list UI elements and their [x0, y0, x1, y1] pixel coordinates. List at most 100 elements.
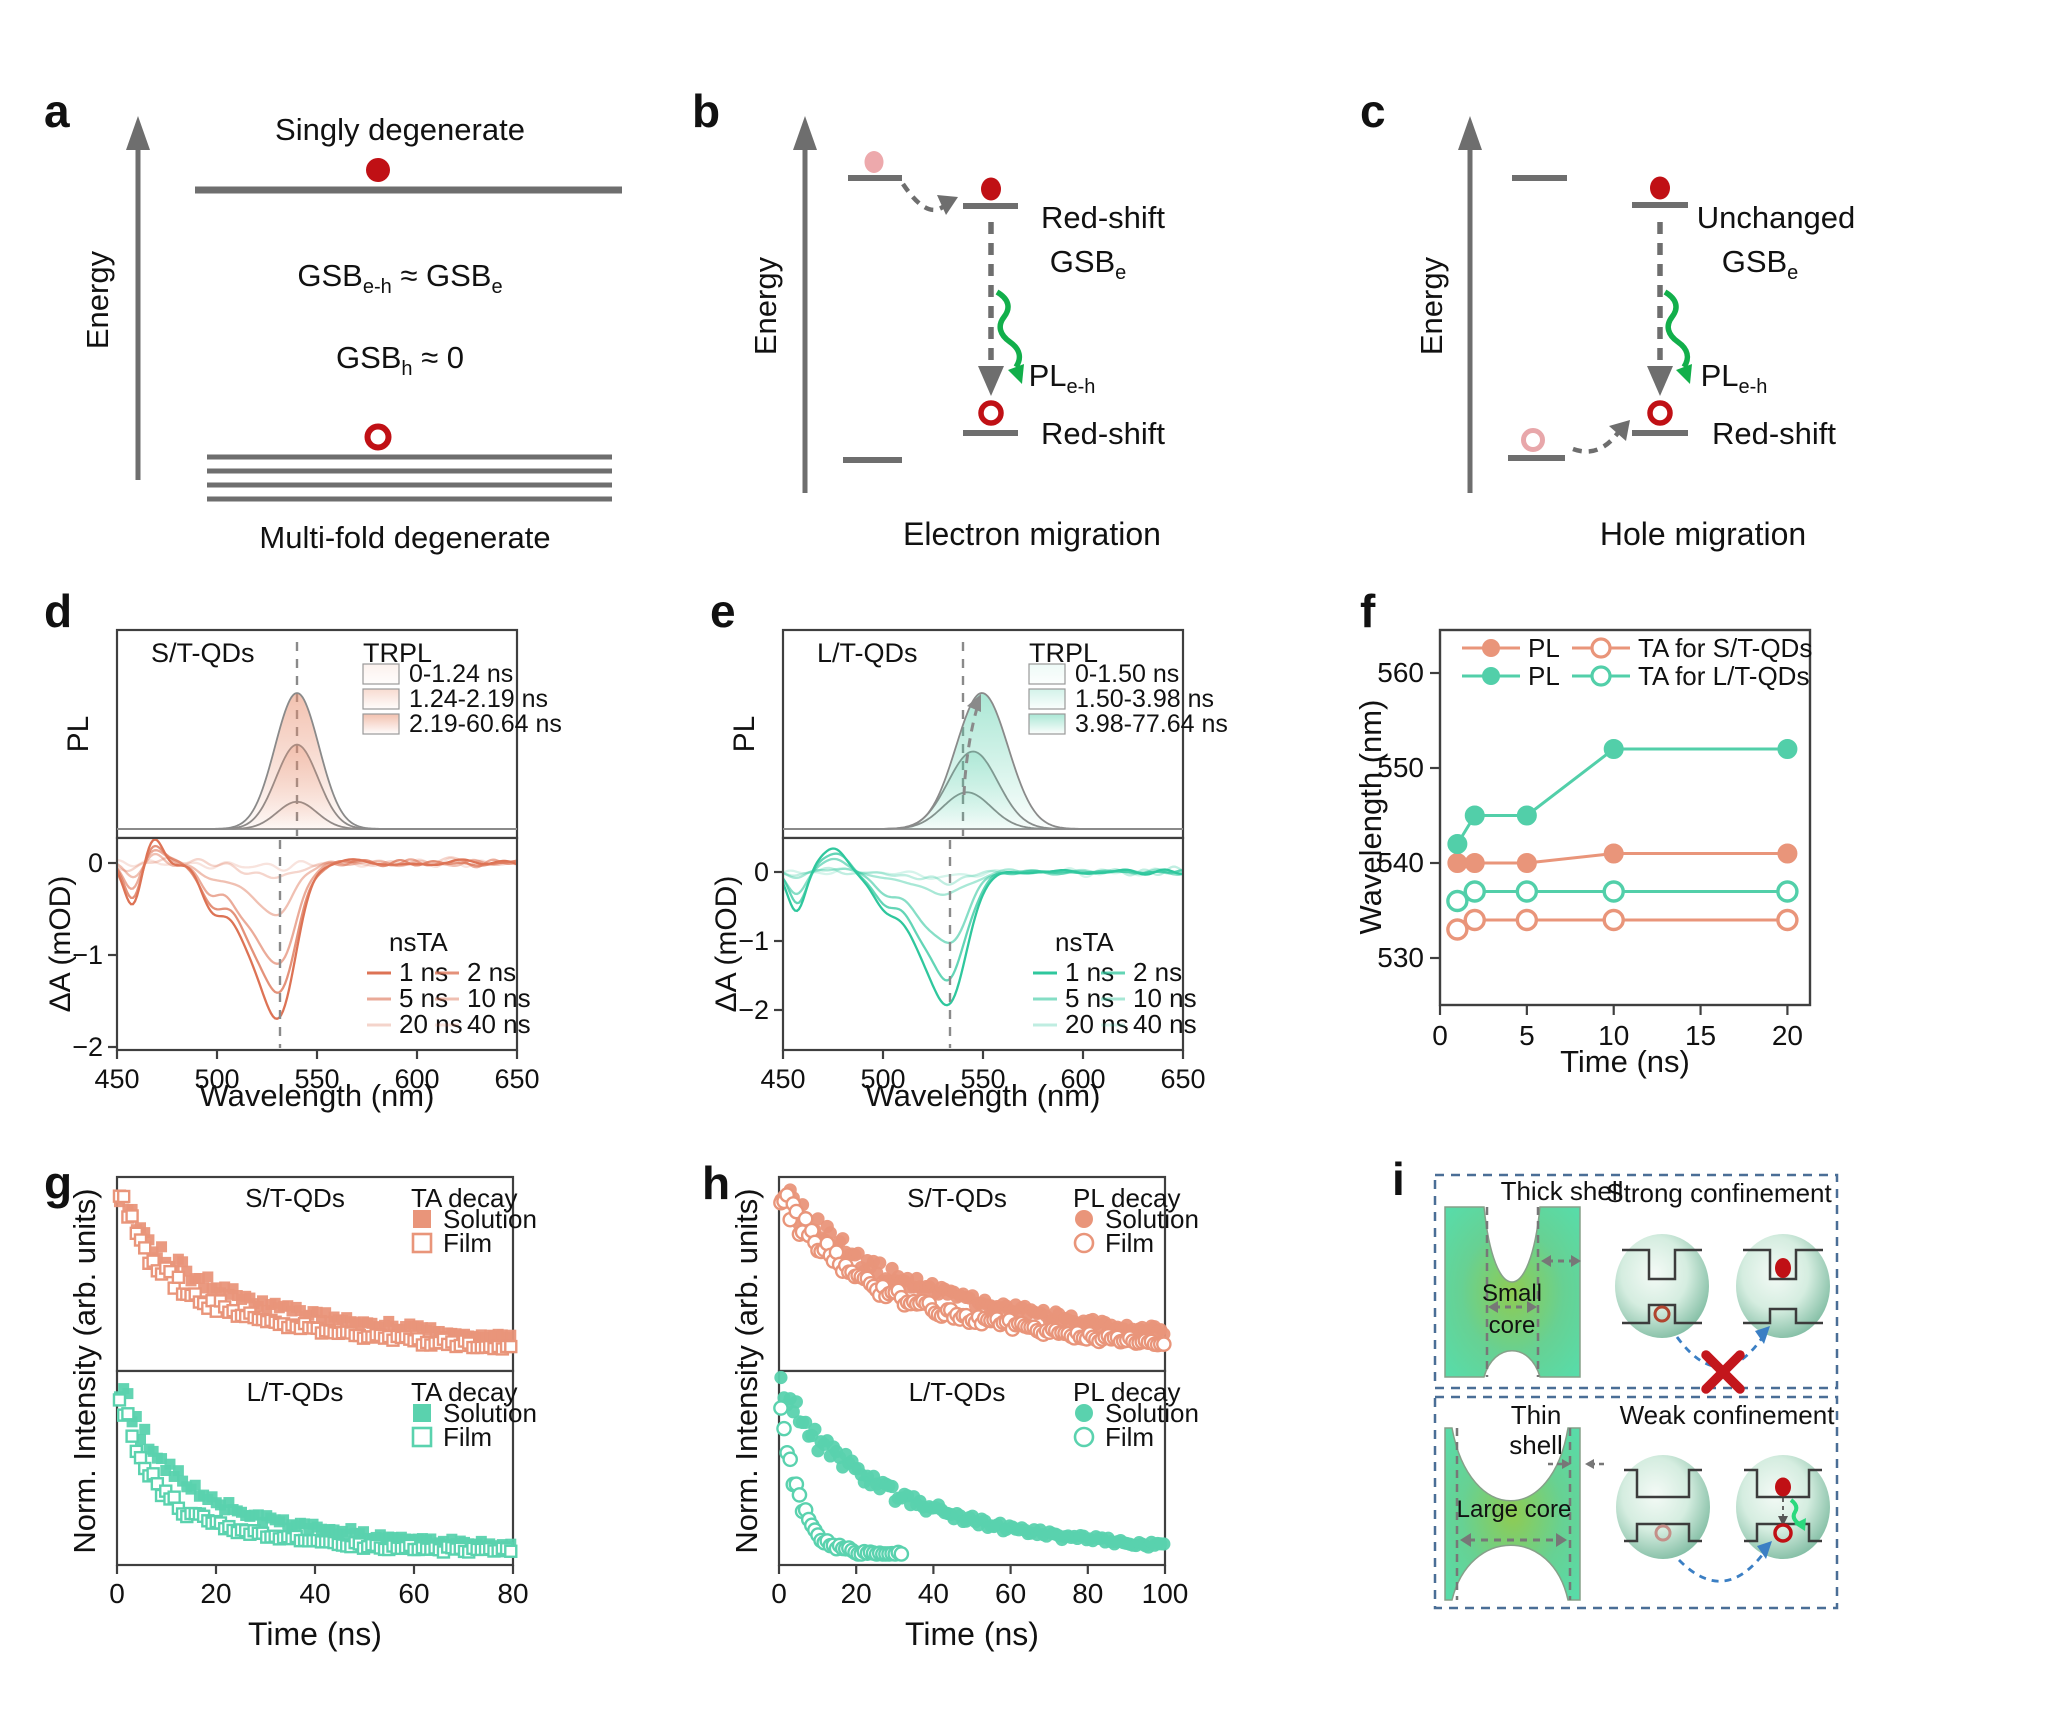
x-tick-label: 500 [194, 1064, 239, 1094]
arrowhead [1488, 1301, 1498, 1313]
data-point [1777, 843, 1798, 864]
data-point [219, 1281, 231, 1293]
trpl-legend-title: TRPL [363, 638, 432, 668]
legend-label: Solution [1105, 1204, 1199, 1234]
energy-axis-arrowhead [793, 116, 817, 150]
data-point [143, 1234, 155, 1246]
data-point [1463, 880, 1486, 903]
electron-dot [1650, 176, 1670, 200]
migration-arrow [1572, 428, 1622, 454]
thin-shell-shape [1444, 1427, 1581, 1601]
legend-label: Solution [443, 1204, 537, 1234]
data-point [1776, 880, 1799, 903]
data-point [1516, 853, 1537, 873]
data-point [828, 1244, 845, 1260]
data-point [1463, 908, 1486, 932]
x-tick-label: 20 [200, 1578, 231, 1609]
data-point [1156, 1336, 1172, 1352]
energy-axis-label-a: Energy [80, 250, 115, 350]
panel-letter-h: h [702, 1157, 731, 1209]
trpl-legend-label: 1.50-3.98 ns [1075, 685, 1214, 713]
migration-arrowhead [937, 195, 958, 215]
data-point [219, 1504, 231, 1516]
nsta-legend-label: 10 ns [1133, 983, 1197, 1013]
electron-dot [366, 158, 390, 182]
gsb-e-label: GSBe [1049, 244, 1127, 284]
photon-wavy-arrow [995, 289, 1023, 369]
data-point [786, 1405, 800, 1419]
degenerate-levels [207, 454, 612, 502]
data-point [160, 1465, 172, 1477]
legend-label: Film [443, 1422, 492, 1452]
x-tick-label: 15 [1685, 1020, 1716, 1051]
x-tick-label: 600 [394, 1064, 439, 1094]
data-point [1602, 908, 1625, 932]
x-tick-label: 650 [1160, 1064, 1205, 1094]
arrowhead [1460, 1533, 1471, 1547]
panel-d-chart: 450 500 550 600 650 0 −1 −2 Wavelength (nm) PL ΔA … [44, 628, 562, 1113]
x-tick-label: 100 [1142, 1578, 1189, 1609]
panel-a-diagram [126, 116, 622, 502]
data-point [133, 1450, 148, 1465]
pl-eh-label: PLe-h [1028, 358, 1096, 398]
data-point [223, 1497, 235, 1509]
redshift-pl-label: Red-shift [1711, 416, 1837, 451]
data-point [193, 1272, 205, 1284]
recombination-arrowhead [1647, 366, 1673, 396]
nsta-legend-label: 40 ns [1133, 1009, 1197, 1039]
trpl-peak-line [117, 692, 517, 830]
energy-axis-arrowhead [1458, 116, 1482, 150]
data-point [1446, 918, 1469, 941]
data-point [789, 1395, 803, 1409]
x-axis-title: Wavelength (nm) [200, 1078, 435, 1113]
data-point [808, 1422, 822, 1436]
thick-shell-box [1433, 1173, 1839, 1390]
data-point [773, 1400, 789, 1416]
subpanel-title: L/T-QDs [909, 1377, 1006, 1407]
data-point [505, 1329, 517, 1341]
data-point [257, 1295, 269, 1307]
data-point [202, 1271, 214, 1283]
panel-letter-f: f [1360, 585, 1376, 637]
x-tick-label: 20 [1772, 1020, 1803, 1051]
data-point [341, 1528, 353, 1540]
panel-f-chart: 0 5 10 15 20 530 540 550 560 PL TA for S/T-QDs PL TA… [1353, 628, 1812, 1079]
legend-label: TA for S/T-QDs [1638, 633, 1812, 663]
y-tick-label: 0 [88, 848, 103, 878]
electron-dot [1775, 1258, 1791, 1278]
thin-shell-label-2: shell [1509, 1430, 1563, 1460]
data-point [791, 1487, 808, 1503]
data-point [164, 1458, 176, 1470]
data-point [147, 1445, 159, 1457]
legend-swatch [413, 1210, 431, 1228]
redshift-pl-label: Red-shift [1040, 416, 1166, 451]
nsta-curve [784, 847, 1182, 1007]
data-point [167, 1490, 181, 1504]
x-tick-label: 600 [1060, 1064, 1105, 1094]
strong-confinement-label: Strong confinement [1606, 1178, 1832, 1208]
electron-faded-dot [864, 151, 884, 173]
legend-swatch [411, 1426, 433, 1448]
x-tick-label: 450 [94, 1064, 139, 1094]
data-point [227, 1283, 239, 1295]
singly-degenerate-label: Singly degenerate [275, 112, 525, 147]
panel-i-diagram [1433, 1173, 1839, 1610]
trpl-peak-fill [117, 693, 517, 829]
data-point [836, 1232, 850, 1246]
data-point [797, 1211, 814, 1227]
x-tick-label: 20 [841, 1578, 872, 1609]
hole-faded-circle [1654, 1524, 1672, 1542]
nsta-legend-title: nsTA [1055, 927, 1114, 957]
data-point [1602, 880, 1625, 903]
panel-letter-d: d [44, 585, 73, 637]
data-point [261, 1304, 273, 1316]
trpl-legend-swatch [362, 688, 400, 710]
trpl-legend-label: 1.24-2.19 ns [409, 685, 548, 713]
x-tick-label: 80 [497, 1578, 528, 1609]
data-point [139, 1227, 151, 1239]
x-tick-label: 0 [1432, 1020, 1448, 1051]
data-point [244, 1292, 256, 1304]
small-core-label-1: Small [1481, 1280, 1543, 1307]
legend-swatch [1073, 1426, 1095, 1448]
